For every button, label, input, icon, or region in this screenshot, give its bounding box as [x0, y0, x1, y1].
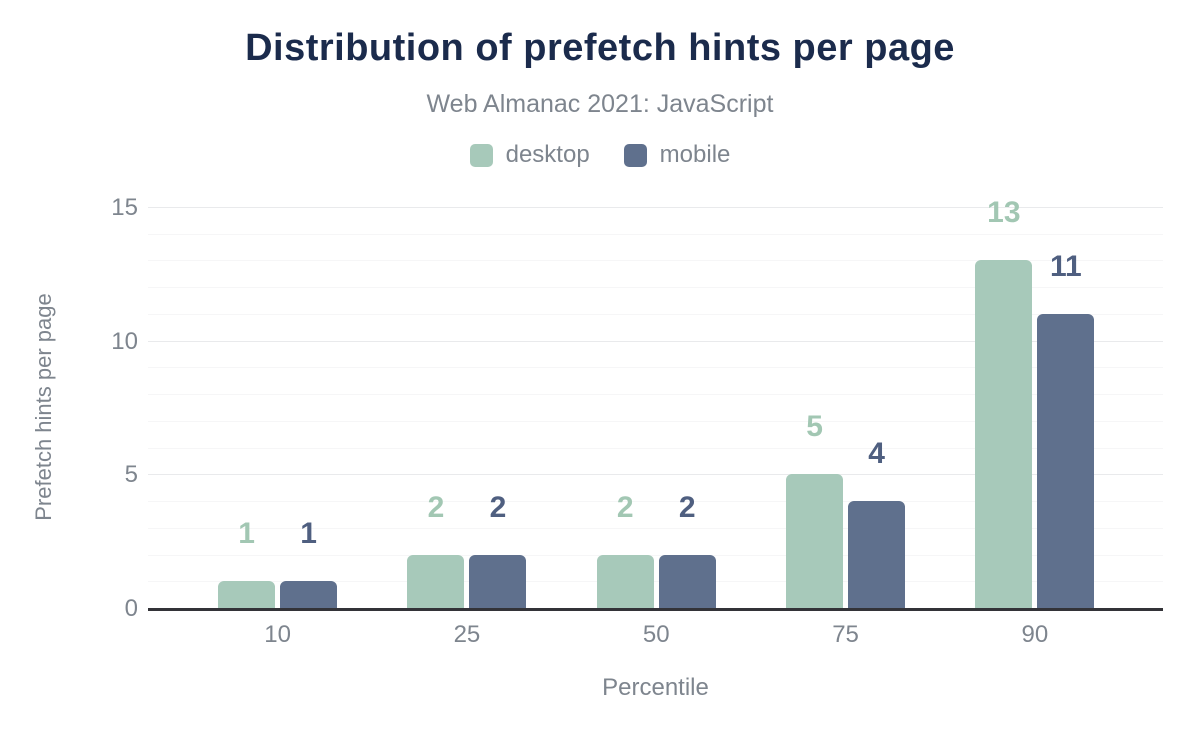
x-tick-label: 90 — [1021, 621, 1049, 648]
gridline — [148, 554, 1163, 556]
bar-mobile-p75 — [848, 501, 906, 608]
x-axis-title: Percentile — [602, 674, 709, 701]
bar-value-label: 2 — [616, 490, 634, 524]
gridline — [148, 474, 1163, 476]
bar-mobile-p50 — [658, 554, 716, 608]
x-tick-label: 25 — [453, 621, 481, 648]
y-axis-title: Prefetch hints per page — [31, 293, 56, 521]
x-tick-label: 10 — [264, 621, 291, 648]
legend: desktop mobile — [0, 141, 1200, 169]
gridline — [148, 367, 1163, 369]
bar-mobile-p25 — [469, 554, 527, 608]
bar-value-label: 11 — [1049, 249, 1082, 283]
legend-item-desktop[interactable]: desktop — [469, 141, 590, 169]
bar-desktop-p10 — [218, 581, 276, 608]
bar-desktop-p25 — [407, 554, 465, 608]
legend-item-mobile[interactable]: mobile — [623, 141, 731, 169]
x-tick-label: 75 — [832, 621, 859, 648]
y-tick-label: 5 — [124, 461, 138, 489]
bar-value-label: 13 — [987, 196, 1021, 230]
bar-value-label: 1 — [238, 517, 255, 551]
legend-label-desktop: desktop — [505, 141, 590, 168]
bar-mobile-p10 — [280, 581, 338, 608]
gridline — [148, 287, 1163, 289]
bar-value-label: 2 — [678, 490, 696, 524]
bar-value-label: 1 — [300, 517, 317, 551]
gridline — [148, 501, 1163, 503]
gridline — [148, 447, 1163, 449]
bar-value-label: 2 — [489, 490, 507, 524]
bar-desktop-p50 — [596, 554, 654, 608]
mobile-swatch-icon — [623, 143, 647, 167]
chart-title: Distribution of prefetch hints per page — [245, 27, 955, 69]
bar-desktop-p75 — [786, 474, 844, 608]
legend-label-mobile: mobile — [659, 141, 731, 168]
desktop-swatch-icon — [469, 143, 493, 167]
gridline — [148, 313, 1163, 315]
gridline — [148, 340, 1163, 342]
chart-subtitle: Web Almanac 2021: JavaScript — [426, 90, 774, 118]
gridline — [148, 420, 1163, 422]
gridline — [148, 207, 1163, 208]
gridline — [148, 581, 1163, 583]
y-tick-label: 10 — [111, 327, 138, 355]
bar-mobile-p90 — [1037, 313, 1095, 608]
bar-value-label: 4 — [868, 437, 885, 471]
y-tick-label: 0 — [124, 595, 138, 622]
bar-value-label: 2 — [427, 490, 445, 524]
gridline — [148, 233, 1163, 235]
gridline — [148, 260, 1163, 262]
gridline — [148, 527, 1163, 529]
gridline — [148, 394, 1163, 396]
x-axis-line — [148, 608, 1163, 611]
y-tick-label: 15 — [111, 194, 138, 221]
bar-desktop-p90 — [975, 260, 1033, 608]
x-tick-label: 50 — [642, 621, 670, 648]
bar-value-label: 5 — [806, 410, 823, 444]
